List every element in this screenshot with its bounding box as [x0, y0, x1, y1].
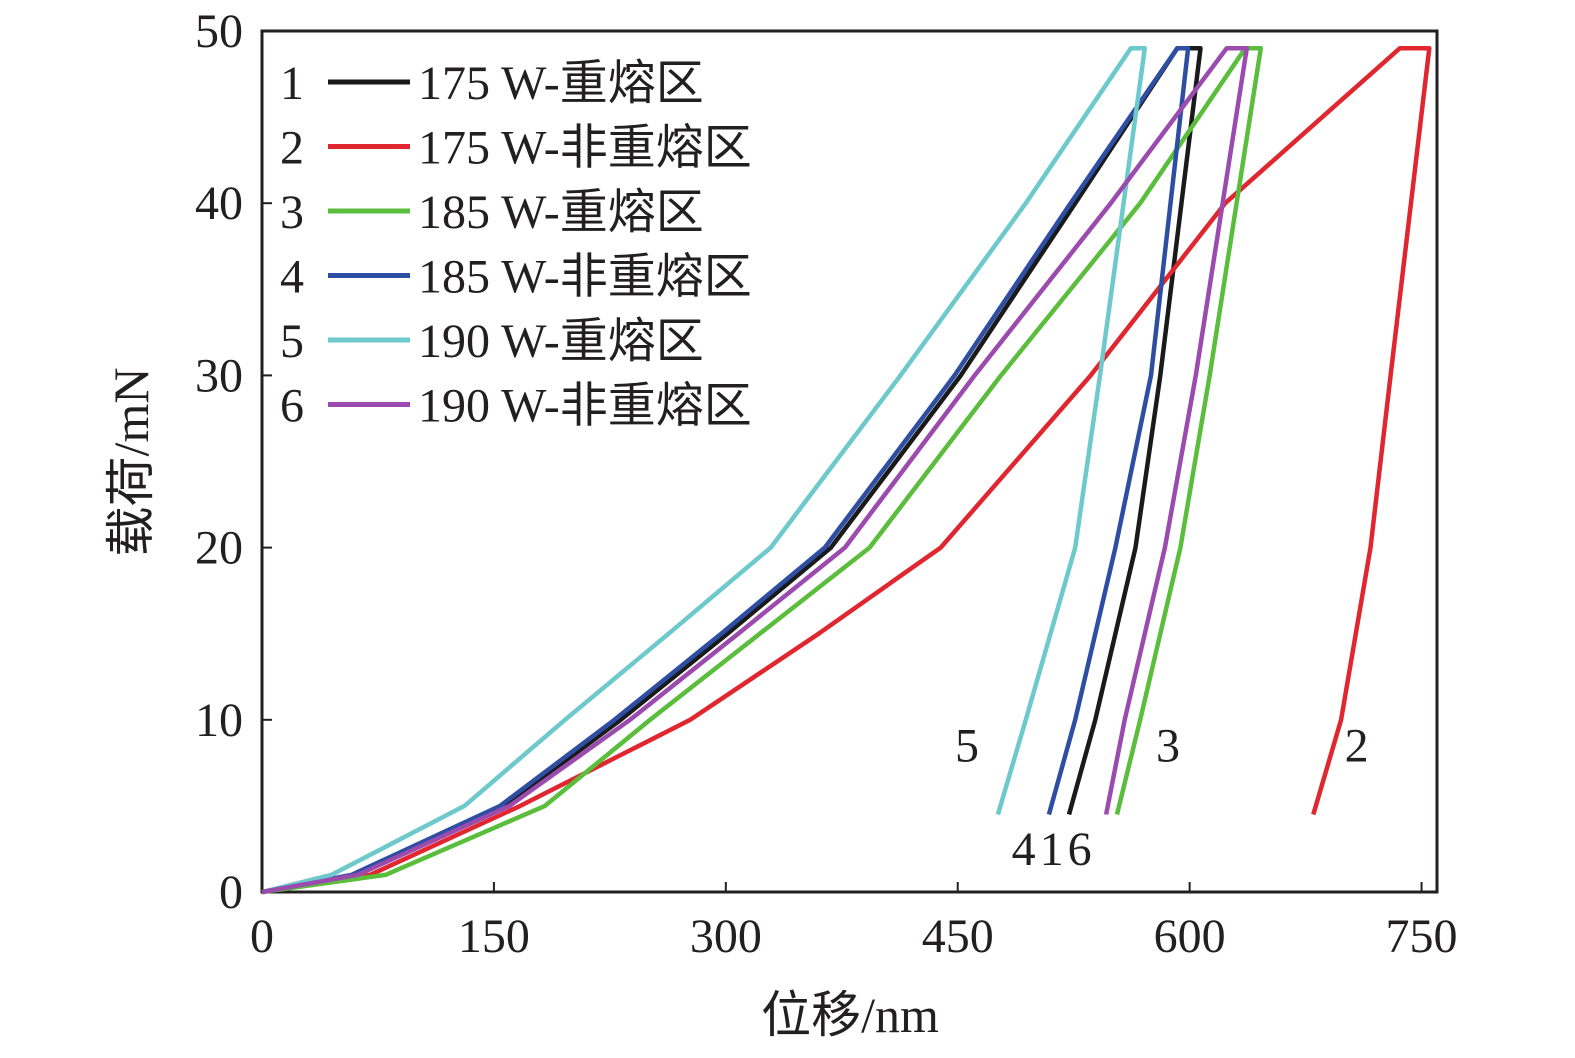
y-axis-label: 载荷/mN: [103, 368, 159, 557]
series-line-1: [261, 45, 1203, 895]
axes: 0 150 300 450 600 750 0 10 20 30 40 50: [195, 5, 1458, 963]
y-tick-label: 20: [195, 522, 243, 575]
x-tick-label: 0: [250, 910, 274, 963]
series-group: [261, 45, 1432, 895]
legend-number: 3: [280, 186, 304, 239]
legend-number: 6: [280, 380, 304, 433]
y-tick-label: 30: [195, 349, 243, 402]
curve-label: 2: [1345, 720, 1369, 773]
y-tick-label: 0: [219, 866, 243, 919]
y-tick-label: 40: [195, 177, 243, 230]
series-line-2: [261, 45, 1432, 895]
curve-label: 5: [955, 720, 979, 773]
legend-number: 5: [280, 315, 304, 368]
series-line-5: [261, 45, 1148, 895]
annotations: 5 3 2 416: [955, 720, 1369, 876]
x-tick-label: 750: [1386, 910, 1458, 963]
legend-label: 175 W-重熔区: [418, 57, 704, 110]
legend: 1 175 W-重熔区 2 175 W-非重熔区 3 185 W-重熔区 4 185 W-非重…: [280, 57, 752, 433]
legend-number: 2: [280, 122, 304, 175]
x-tick-label: 450: [922, 910, 994, 963]
legend-label: 190 W-非重熔区: [418, 380, 752, 433]
y-tick-label: 50: [195, 5, 243, 58]
curve-label: 416: [1012, 823, 1096, 876]
series-line-4: [261, 45, 1191, 895]
x-tick-label: 300: [690, 910, 762, 963]
x-tick-label: 600: [1154, 910, 1226, 963]
y-tick-label: 10: [195, 694, 243, 747]
series-line-3: [261, 45, 1264, 895]
legend-label: 190 W-重熔区: [418, 315, 704, 368]
legend-label: 175 W-非重熔区: [418, 122, 752, 175]
legend-label: 185 W-非重熔区: [418, 251, 752, 304]
plot-frame: [260, 29, 1439, 894]
curve-label: 3: [1156, 720, 1180, 773]
series-line-6: [261, 45, 1250, 895]
legend-label: 185 W-重熔区: [418, 186, 704, 239]
legend-number: 1: [280, 57, 304, 110]
x-tick-label: 150: [458, 910, 530, 963]
x-axis-label: 位移/nm: [761, 987, 939, 1043]
legend-number: 4: [280, 251, 304, 304]
